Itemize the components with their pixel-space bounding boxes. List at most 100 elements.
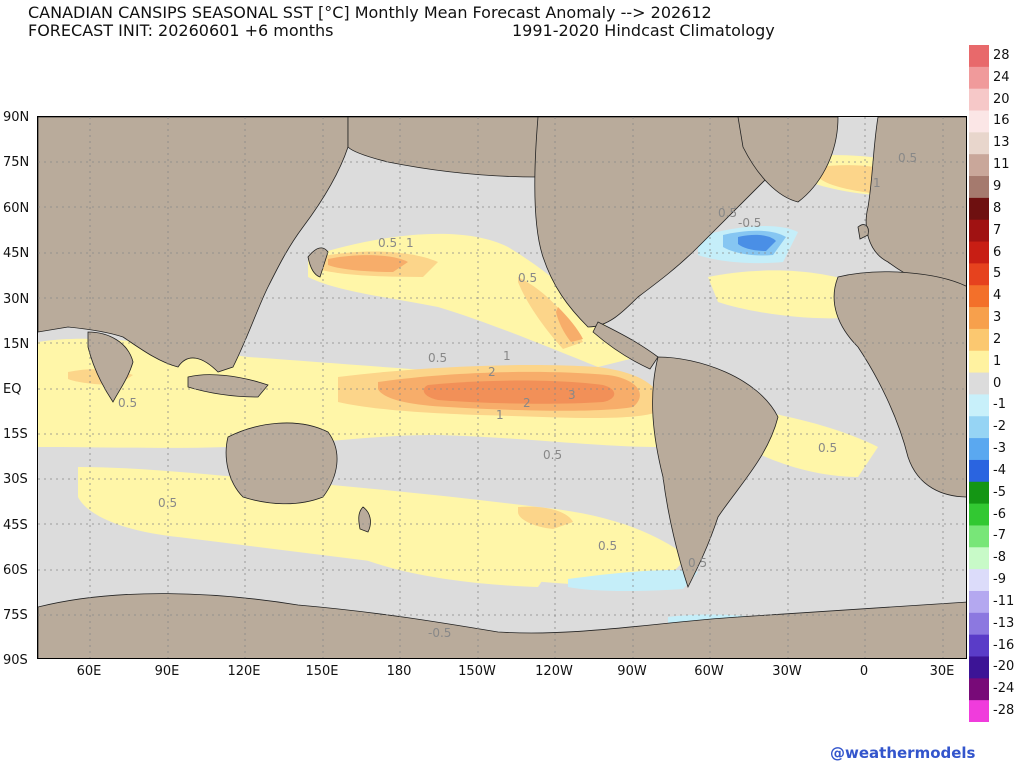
colorbar-tick-label: 7	[993, 222, 1002, 238]
lat-label-15n: 15N	[3, 337, 30, 352]
colorbar-tick-label: 6	[993, 244, 1002, 260]
lon-label-90e: 90E	[154, 664, 180, 679]
colorbar-tick-label: 8	[993, 200, 1002, 216]
colorbar-swatch	[969, 634, 989, 657]
contour-label-0-5: 0.5	[428, 351, 447, 365]
title-line-1: CANADIAN CANSIPS SEASONAL SST [°C] Month…	[28, 3, 712, 22]
colorbar-swatch	[969, 176, 989, 199]
colorbar-swatch	[969, 66, 989, 90]
contour-label-1f: 1	[873, 176, 881, 190]
colorbar-tick-label: 5	[993, 266, 1002, 282]
lat-label-15s: 15S	[3, 427, 28, 442]
colorbar-tick-label: -5	[993, 484, 1006, 500]
lon-label-150e: 150E	[305, 664, 339, 679]
colorbar-swatch	[969, 590, 989, 614]
contour-label-0-5f: 0.5	[898, 151, 917, 165]
contour-label-1c: 1	[406, 236, 414, 250]
colorbar-swatch	[969, 197, 989, 221]
colorbar-swatch	[969, 569, 989, 592]
lon-label-0: 0	[859, 664, 869, 679]
colorbar-swatch	[969, 612, 989, 636]
colorbar-swatch	[969, 438, 989, 461]
lat-label-90s: 90S	[3, 653, 28, 668]
colorbar-tick-label: 20	[993, 91, 1010, 107]
contour-label-0-5k: 0.5	[688, 556, 707, 570]
colorbar-swatch	[969, 45, 989, 68]
colorbar-tick-label: -13	[993, 615, 1015, 631]
colorbar-tick-label: 2	[993, 331, 1002, 347]
lon-label-90w: 90W	[617, 664, 647, 679]
lon-label-120w: 120W	[535, 664, 573, 679]
colorbar-tick-label: 0	[993, 375, 1002, 391]
colorbar-swatch	[969, 416, 989, 439]
colorbar-swatch	[969, 328, 989, 352]
contour-label-neg: -0.5	[738, 216, 761, 230]
colorbar-swatch	[969, 110, 989, 133]
colorbar-swatch	[969, 154, 989, 177]
colorbar-swatch	[969, 132, 989, 155]
contour-label-0-5j: 0.5	[598, 539, 617, 553]
colorbar-swatch	[969, 503, 989, 526]
contour-label-0-5c: 0.5	[378, 236, 397, 250]
lat-label-eq: EQ	[3, 382, 22, 397]
colorbar-tick-label: -16	[993, 637, 1015, 653]
lon-label-60w: 60W	[694, 664, 724, 679]
contour-label-0-5b: 0.5	[543, 448, 562, 462]
colorbar-tick-label: -1	[993, 397, 1006, 413]
colorbar-swatch	[969, 481, 989, 505]
colorbar	[969, 45, 989, 722]
climatology-label: 1991-2020 Hindcast Climatology	[512, 21, 775, 40]
watermark: @weathermodels	[830, 744, 976, 762]
contour-label-0-5e: 0.5	[718, 206, 737, 220]
lat-label-45n: 45N	[3, 246, 30, 261]
lat-label-75n: 75N	[3, 155, 30, 170]
colorbar-tick-label: 16	[993, 113, 1010, 129]
contour-label-3: 3	[568, 388, 576, 402]
contour-label-0-5i: 0.5	[818, 441, 837, 455]
colorbar-tick-label: 24	[993, 69, 1010, 85]
anomaly-fill-3	[423, 380, 615, 404]
lon-label-120e: 120E	[227, 664, 261, 679]
lon-label-30w: 30W	[772, 664, 802, 679]
colorbar-swatch	[969, 678, 989, 701]
colorbar-swatch	[969, 241, 989, 264]
colorbar-tick-label: -4	[993, 462, 1006, 478]
colorbar-tick-label: -7	[993, 528, 1006, 544]
colorbar-swatch	[969, 459, 989, 483]
contour-label-1b: 1	[496, 408, 504, 422]
map-title: CANADIAN CANSIPS SEASONAL SST [°C] Month…	[28, 4, 788, 40]
colorbar-swatch	[969, 700, 989, 722]
colorbar-swatch	[969, 372, 989, 395]
colorbar-tick-label: -6	[993, 506, 1006, 522]
title-line-2: FORECAST INIT: 20260601 +6 months 1991-2…	[28, 22, 788, 40]
lat-label-75s: 75S	[3, 608, 28, 623]
colorbar-tick-label: -3	[993, 441, 1006, 456]
colorbar-tick-label: -9	[993, 572, 1006, 587]
colorbar-tick-label: -24	[993, 681, 1015, 697]
lat-label-30s: 30S	[3, 472, 28, 487]
colorbar-swatch	[969, 263, 989, 286]
colorbar-swatch	[969, 656, 989, 679]
colorbar-swatch	[969, 285, 989, 308]
contour-label-2b: 2	[523, 396, 531, 410]
lat-label-30n: 30N	[3, 292, 30, 307]
lon-label-60e: 60E	[76, 664, 102, 679]
colorbar-tick-label: -2	[993, 419, 1006, 435]
lon-label-180: 180	[386, 664, 412, 679]
colorbar-swatch	[969, 307, 989, 330]
contour-label-neg-2: -0.5	[428, 626, 451, 640]
lon-label-30e: 30E	[929, 664, 955, 679]
contour-label-0-5g: 0.5	[118, 396, 137, 410]
colorbar-tick-label: 4	[993, 288, 1002, 304]
colorbar-tick-label: 13	[993, 135, 1010, 151]
forecast-init-label: FORECAST INIT: 20260601 +6 months	[28, 21, 334, 40]
colorbar-tick-label: 9	[993, 179, 1002, 194]
colorbar-tick-label: -11	[993, 593, 1015, 609]
land-masses	[38, 117, 966, 658]
colorbar-tick-label: 11	[993, 157, 1010, 173]
contour-label-0-5h: 0.5	[158, 496, 177, 510]
sst-anomaly-map: 0.5 1 2 3 2 1 0.5 0.5 1 0.5 0.5 -0.5 -0.…	[38, 117, 966, 658]
colorbar-tick-label: 28	[993, 47, 1010, 63]
colorbar-swatch	[969, 88, 989, 112]
colorbar-tick-label: 1	[993, 353, 1002, 369]
